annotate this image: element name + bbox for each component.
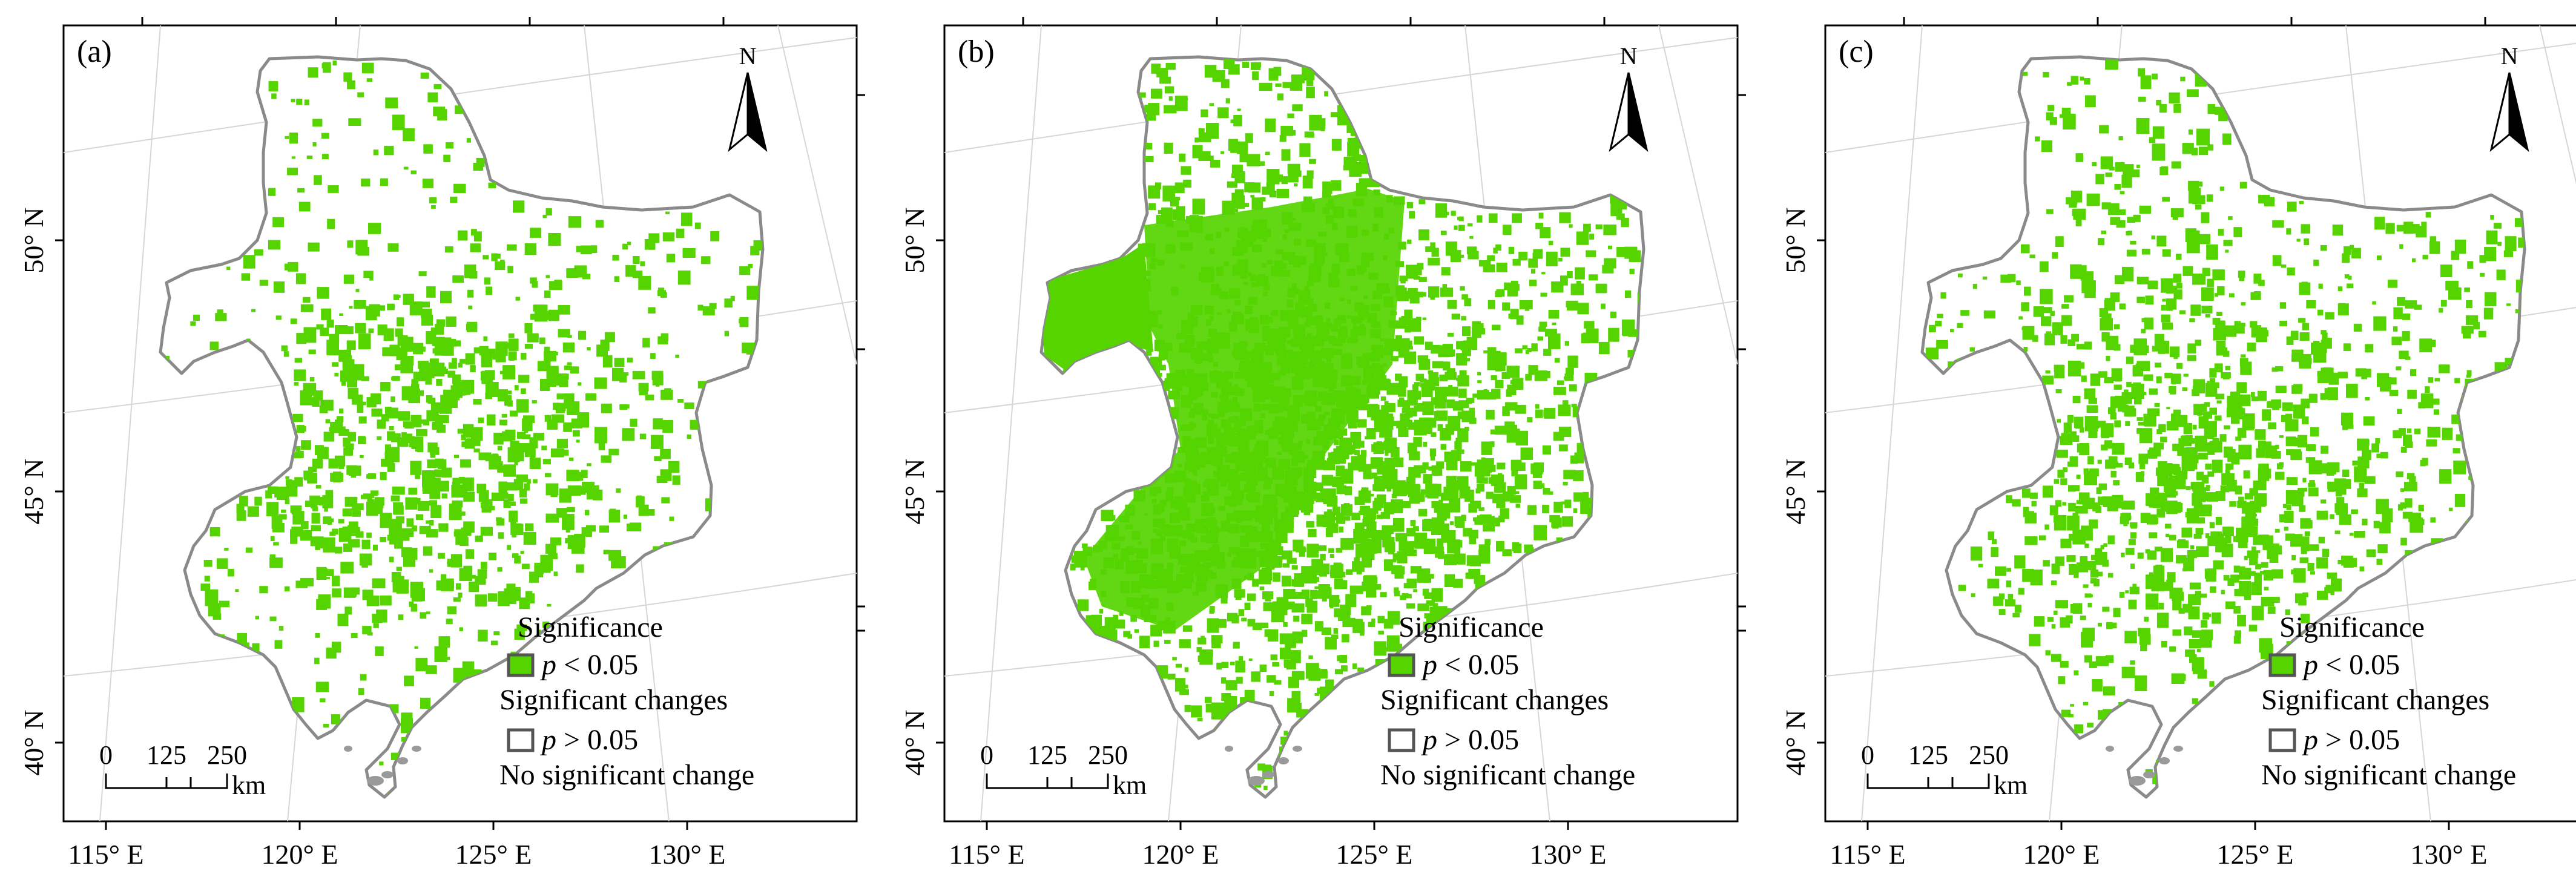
x-tick-label: 115° E (949, 839, 1024, 870)
significant-change-pixels (1041, 59, 1644, 790)
y-tick-label: 45° N (18, 458, 49, 524)
legend-swatch (507, 728, 535, 752)
x-tick-label: 130° E (2411, 839, 2488, 870)
map-panel-c: (c) 115° E 120° E 125° E 130° E 40° N 45° N 50°… (1780, 17, 2576, 870)
y-tick-label: 45° N (1780, 458, 1811, 524)
legend-threshold: p < 0.05 (2302, 649, 2400, 681)
map-panel-a: (a) 115° E 120° E 125° E 130° E 40° N 45° N 50°… (18, 17, 865, 870)
legend-description: Significant changes (1380, 684, 1609, 716)
panel-label: (b) (958, 34, 995, 69)
svg-text:N: N (1620, 42, 1638, 70)
x-tick-label: 120° E (262, 839, 338, 870)
y-tick-label: 50° N (1780, 207, 1811, 273)
x-tick-label: 115° E (1830, 839, 1905, 870)
scale-label: 0 (980, 740, 993, 770)
legend-threshold: p > 0.05 (540, 724, 638, 756)
svg-text:N: N (739, 42, 757, 70)
north-arrow-icon: N (728, 42, 768, 153)
north-arrow-icon: N (2489, 42, 2529, 153)
x-tick-label: 120° E (2023, 839, 2100, 870)
x-tick-label: 125° E (2217, 839, 2294, 870)
x-axis-ticks: 115° E 120° E 125° E 130° E (949, 17, 1607, 870)
scale-label: 0 (1861, 740, 1874, 770)
y-tick-label: 40° N (899, 709, 930, 775)
legend-swatch (507, 653, 535, 677)
legend-description: No significant change (499, 759, 754, 791)
x-tick-label: 130° E (649, 839, 726, 870)
panel-frame (62, 24, 858, 823)
region-boundary (159, 55, 765, 799)
y-tick-label: 45° N (899, 458, 930, 524)
y-axis-ticks: 40° N 45° N 50° N (18, 94, 865, 776)
scale-label: 250 (1969, 740, 2009, 770)
y-tick-label: 50° N (18, 207, 49, 273)
x-axis-ticks: 115° E 120° E 125° E 130° E (68, 17, 726, 870)
islands (344, 746, 421, 786)
legend-description: No significant change (1380, 759, 1635, 791)
x-tick-label: 130° E (1530, 839, 1607, 870)
scale-unit: km (232, 770, 266, 800)
x-tick-label: 125° E (1336, 839, 1413, 870)
significant-change-pixels (165, 61, 762, 797)
legend-swatch (2268, 728, 2296, 752)
scale-unit: km (1994, 770, 2028, 800)
legend-title: Significance (1398, 611, 1544, 643)
y-tick-label: 40° N (18, 709, 49, 775)
panel-frame (1824, 24, 2576, 823)
islands (2106, 746, 2183, 786)
x-axis-ticks: 115° E 120° E 125° E 130° E (1830, 17, 2488, 870)
scale-label: 125 (147, 740, 186, 770)
svg-text:N: N (2501, 42, 2518, 70)
scale-label: 250 (1088, 740, 1128, 770)
legend-threshold: p > 0.05 (1421, 724, 1519, 756)
x-tick-label: 125° E (455, 839, 532, 870)
scale-label: 0 (99, 740, 113, 770)
legend-description: Significant changes (2261, 684, 2489, 716)
legend-threshold: p < 0.05 (1421, 649, 1519, 681)
legend-description: No significant change (2261, 759, 2516, 791)
scale-label: 250 (207, 740, 247, 770)
x-tick-label: 120° E (1142, 839, 1219, 870)
y-axis-ticks: 40° N 45° N 50° N (1780, 207, 1825, 776)
y-tick-label: 50° N (899, 207, 930, 273)
scale-label: 125 (1908, 740, 1948, 770)
legend-threshold: p > 0.05 (2302, 724, 2400, 756)
panel-label: (a) (77, 34, 112, 69)
islands (1225, 746, 1302, 786)
panel-label: (c) (1839, 34, 1874, 69)
panel-frame (943, 24, 1739, 823)
y-axis-ticks: 40° N 45° N 50° N (899, 94, 1746, 776)
legend-swatch (1388, 653, 1415, 677)
north-arrow-icon: N (1609, 42, 1649, 153)
map-panel-b: (b) 115° E 120° E 125° E 130° E 40° N 45° N 50°… (899, 17, 1746, 870)
legend-swatch (1388, 728, 1415, 752)
legend-title: Significance (2279, 611, 2425, 643)
y-tick-label: 40° N (1780, 709, 1811, 775)
map-panels: (a) 115° E 120° E 125° E 130° E 40° N 45° N 50°… (18, 17, 2576, 870)
legend-title: Significance (518, 611, 663, 643)
scale-label: 125 (1027, 740, 1067, 770)
legend-threshold: p < 0.05 (540, 649, 638, 681)
scale-unit: km (1113, 770, 1147, 800)
x-tick-label: 115° E (68, 839, 143, 870)
legend-description: Significant changes (499, 684, 728, 716)
legend-swatch (2268, 653, 2296, 677)
